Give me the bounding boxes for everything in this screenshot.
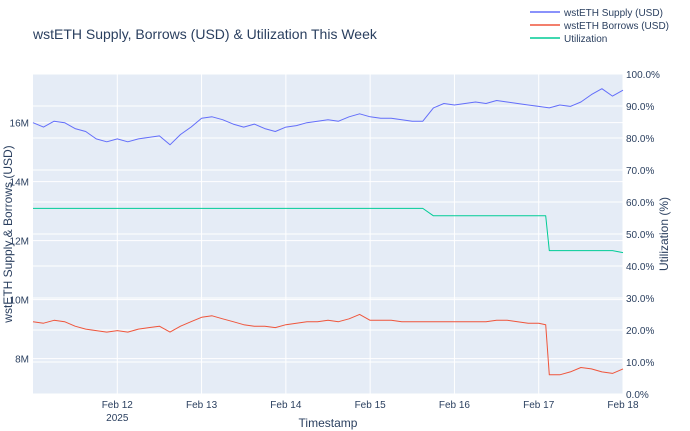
y2-tick-label: 30.0% bbox=[626, 294, 654, 305]
y2-tick-label: 20.0% bbox=[626, 326, 654, 337]
y-tick-label: 16M bbox=[10, 119, 29, 130]
x-tick-label: Feb 17 bbox=[523, 400, 555, 411]
x-axis-title: Timestamp bbox=[299, 416, 358, 430]
x-tick-sublabel: 2025 bbox=[106, 413, 129, 424]
x-tick-label: Feb 14 bbox=[270, 400, 302, 411]
y-tick-label: 12M bbox=[10, 237, 29, 248]
series-line-0 bbox=[32, 88, 624, 146]
series-lines bbox=[32, 88, 624, 376]
y-tick-label: 8M bbox=[15, 355, 29, 366]
x-tick-label: Feb 18 bbox=[607, 400, 639, 411]
x-axis-ticks: Feb 12 2025 Feb 13 Feb 14 Feb 15 Feb 16 Feb 17… bbox=[102, 400, 639, 424]
grid bbox=[33, 73, 624, 395]
x-tick-label: Feb 13 bbox=[186, 400, 218, 411]
y-tick-label: 14M bbox=[10, 178, 29, 189]
x-tick-label: Feb 16 bbox=[439, 400, 471, 411]
y2-tick-label: 10.0% bbox=[626, 358, 654, 369]
y-axis-ticks: 8M 10M 12M 14M 16M bbox=[10, 119, 29, 366]
y2-tick-label: 70.0% bbox=[626, 166, 654, 177]
series-line-2 bbox=[33, 207, 624, 254]
chart-title: wstETH Supply, Borrows (USD) & Utilizati… bbox=[32, 26, 378, 42]
y2-axis-ticks: 0.0% 10.0% 20.0% 30.0% 40.0% 50.0% 60.0% 70.0% 8… bbox=[626, 70, 660, 401]
y2-tick-label: 60.0% bbox=[626, 198, 654, 209]
legend-label: wstETH Supply (USD) bbox=[563, 8, 663, 19]
y2-tick-label: 90.0% bbox=[626, 102, 654, 113]
y-tick-label: 10M bbox=[10, 296, 29, 307]
legend: wstETH Supply (USD) wstETH Borrows (USD) U… bbox=[530, 8, 669, 45]
y2-axis-title: Utilization (%) bbox=[657, 197, 671, 271]
y2-tick-label: 100.0% bbox=[626, 70, 660, 81]
y2-tick-label: 40.0% bbox=[626, 262, 654, 273]
y2-tick-label: 0.0% bbox=[626, 390, 649, 401]
legend-label: wstETH Borrows (USD) bbox=[563, 21, 669, 32]
y2-tick-label: 80.0% bbox=[626, 134, 654, 145]
y-axis-title: wstETH Supply & Borrows (USD) bbox=[1, 145, 15, 323]
series-line-1 bbox=[32, 313, 624, 376]
x-tick-label: Feb 15 bbox=[355, 400, 387, 411]
y2-tick-label: 50.0% bbox=[626, 230, 654, 241]
legend-label: Utilization bbox=[564, 34, 607, 45]
x-tick-label: Feb 12 bbox=[102, 400, 134, 411]
